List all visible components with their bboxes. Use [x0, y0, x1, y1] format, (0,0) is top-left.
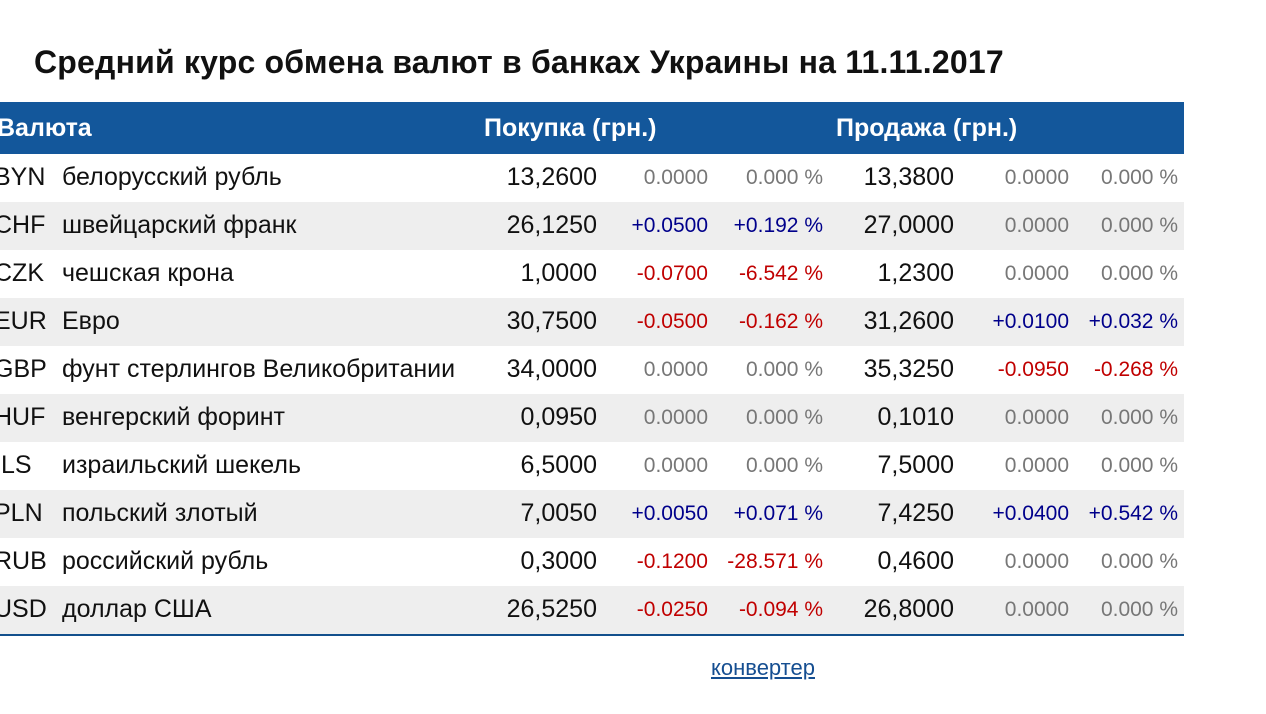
currency-code: RUB: [0, 547, 47, 575]
sell-rate: 13,3800: [863, 163, 954, 191]
buy-rate: 7,0050: [520, 499, 597, 527]
currency-code: HUF: [0, 403, 46, 431]
buy-rate: 13,2600: [506, 163, 597, 191]
buy-rate: 34,0000: [506, 355, 597, 383]
buy-change: 0.0000: [643, 454, 708, 477]
sell-change: +0.0100: [992, 310, 1070, 333]
sell-change: 0.0000: [1004, 454, 1069, 477]
buy-change: +0.0500: [631, 214, 709, 237]
sell-change: 0.0000: [1004, 406, 1069, 429]
buy-rate: 0,0950: [520, 403, 597, 431]
buy-change-percent: 0.000 %: [745, 166, 823, 189]
currency-name: Евро: [62, 307, 120, 335]
buy-rate: 30,7500: [506, 307, 597, 335]
sell-rate: 27,0000: [863, 211, 954, 239]
currency-code: CZK: [0, 259, 44, 287]
header-currency: Валюта: [0, 114, 92, 142]
sell-change-percent: 0.000 %: [1100, 598, 1178, 621]
currency-code: ILS: [0, 451, 32, 479]
buy-change: +0.0050: [631, 502, 709, 525]
currency-code: EUR: [0, 307, 47, 335]
sell-change: -0.0950: [997, 358, 1069, 381]
sell-change: 0.0000: [1004, 598, 1069, 621]
buy-change-percent: -28.571 %: [727, 550, 823, 573]
buy-change-percent: -0.094 %: [738, 598, 823, 621]
sell-change-percent: +0.032 %: [1088, 310, 1178, 333]
buy-change-percent: 0.000 %: [745, 406, 823, 429]
sell-change-percent: -0.268 %: [1093, 358, 1178, 381]
header-buy: Покупка (грн.): [484, 114, 657, 142]
currency-code: CHF: [0, 211, 46, 239]
sell-change: +0.0400: [992, 502, 1070, 525]
table-header: Валюта Покупка (грн.) Продажа (грн.): [0, 102, 1184, 154]
buy-change-percent: -6.542 %: [738, 262, 823, 285]
sell-change: 0.0000: [1004, 166, 1069, 189]
buy-change-percent: -0.162 %: [738, 310, 823, 333]
table-row: HUF венгерский форинт 0,0950 0.0000 0.000 % 0…: [0, 394, 1184, 442]
sell-change-percent: 0.000 %: [1100, 166, 1178, 189]
currency-code: PLN: [0, 499, 43, 527]
buy-rate: 6,5000: [520, 451, 597, 479]
sell-change: 0.0000: [1004, 550, 1069, 573]
sell-change-percent: +0.542 %: [1088, 502, 1178, 525]
sell-rate: 7,5000: [877, 451, 954, 479]
buy-change-percent: +0.071 %: [733, 502, 823, 525]
buy-change: -0.1200: [636, 550, 708, 573]
sell-rate: 26,8000: [863, 595, 954, 623]
buy-rate: 26,5250: [506, 595, 597, 623]
sell-rate: 35,3250: [863, 355, 954, 383]
table-row: PLN польский злотый 7,0050 +0.0050 +0.071 % 7…: [0, 490, 1184, 538]
sell-rate: 0,4600: [877, 547, 954, 575]
sell-rate: 7,4250: [877, 499, 954, 527]
currency-name: белорусский рубль: [62, 163, 282, 191]
currency-name: фунт стерлингов Великобритании: [62, 355, 456, 383]
currency-code: USD: [0, 595, 47, 623]
buy-change: -0.0700: [636, 262, 708, 285]
table-row: RUB российский рубль 0,3000 -0.1200 -28.571 …: [0, 538, 1184, 586]
buy-rate: 1,0000: [520, 259, 597, 287]
sell-change: 0.0000: [1004, 262, 1069, 285]
sell-change-percent: 0.000 %: [1100, 214, 1178, 237]
table-row: GBP фунт стерлингов Великобритании 34,0000…: [0, 346, 1184, 394]
table-body: BYN белорусский рубль 13,2600 0.0000 0.000 %…: [0, 154, 1184, 634]
table-row: EUR Евро 30,7500 -0.0500 -0.162 % 31,2600 +0.0…: [0, 298, 1184, 346]
sell-change: 0.0000: [1004, 214, 1069, 237]
exchange-rates-table: Валюта Покупка (грн.) Продажа (грн.) BYN…: [0, 102, 1184, 636]
buy-change-percent: 0.000 %: [745, 358, 823, 381]
table-row: CHF швейцарский франк 26,1250 +0.0500 +0.192…: [0, 202, 1184, 250]
page-title: Средний курс обмена валют в банках Украи…: [34, 44, 1004, 80]
sell-rate: 0,1010: [877, 403, 954, 431]
buy-rate: 0,3000: [520, 547, 597, 575]
currency-name: израильский шекель: [62, 451, 301, 479]
buy-change: 0.0000: [643, 358, 708, 381]
table-row: USD доллар США 26,5250 -0.0250 -0.094 % 26,80…: [0, 586, 1184, 634]
buy-rate: 26,1250: [506, 211, 597, 239]
sell-rate: 31,2600: [863, 307, 954, 335]
currency-name: польский злотый: [62, 499, 258, 527]
sell-change-percent: 0.000 %: [1100, 454, 1178, 477]
buy-change-percent: +0.192 %: [733, 214, 823, 237]
sell-change-percent: 0.000 %: [1100, 550, 1178, 573]
currency-name: российский рубль: [62, 547, 269, 575]
currency-name: венгерский форинт: [62, 403, 285, 431]
table-row: CZK чешская крона 1,0000 -0.0700 -6.542 % 1,2…: [0, 250, 1184, 298]
table-row: ILS израильский шекель 6,5000 0.0000 0.000 %…: [0, 442, 1184, 490]
sell-rate: 1,2300: [877, 259, 954, 287]
header-sell: Продажа (грн.): [836, 114, 1018, 142]
currency-name: швейцарский франк: [62, 211, 297, 239]
buy-change-percent: 0.000 %: [745, 454, 823, 477]
currency-name: чешская крона: [62, 259, 234, 287]
table-row: BYN белорусский рубль 13,2600 0.0000 0.000 %…: [0, 154, 1184, 202]
currency-code: BYN: [0, 163, 46, 191]
converter-link[interactable]: конвертер: [711, 655, 815, 680]
sell-change-percent: 0.000 %: [1100, 262, 1178, 285]
buy-change: -0.0500: [636, 310, 708, 333]
buy-change: 0.0000: [643, 166, 708, 189]
sell-change-percent: 0.000 %: [1100, 406, 1178, 429]
currency-code: GBP: [0, 355, 47, 383]
currency-name: доллар США: [62, 595, 212, 623]
buy-change: 0.0000: [643, 406, 708, 429]
buy-change: -0.0250: [636, 598, 708, 621]
